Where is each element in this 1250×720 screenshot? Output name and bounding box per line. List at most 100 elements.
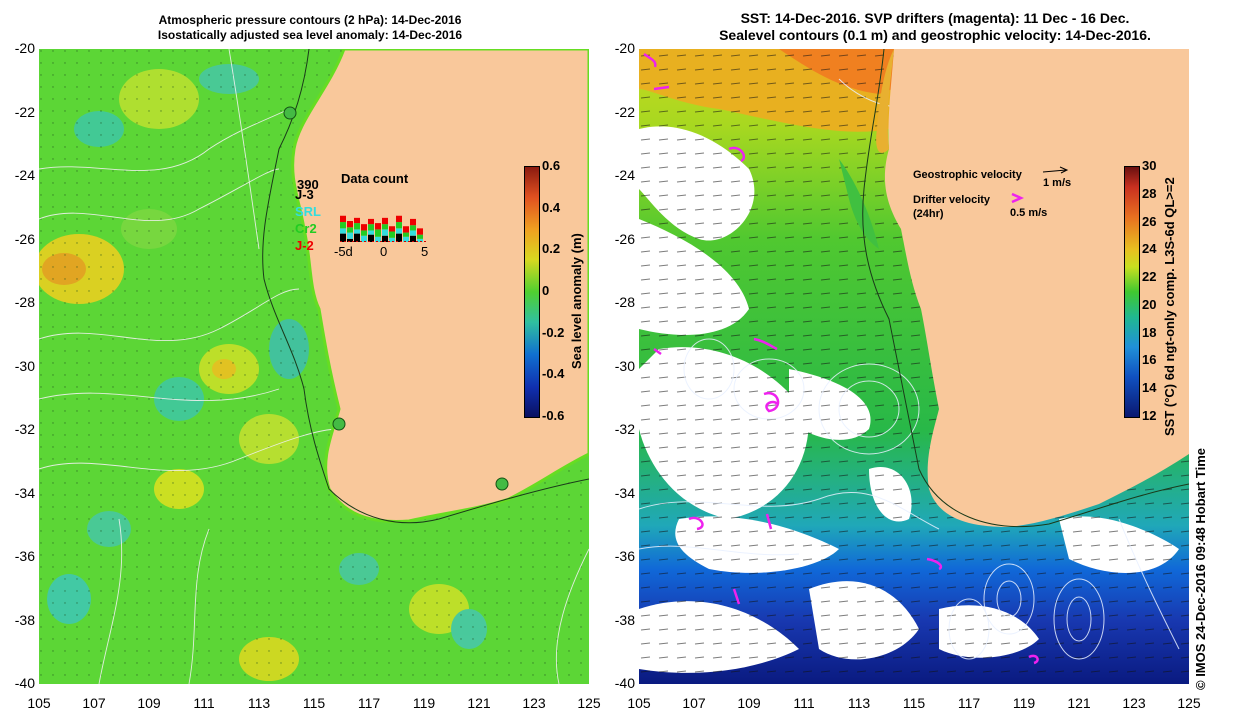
left-colorbar [524,166,540,418]
right-y-tick: -40 [614,675,635,691]
right-y-tick: -20 [614,40,635,56]
right-colorbar [1124,166,1140,418]
right-colorbar-tick: 24 [1142,241,1157,257]
data-count-bar-segment [382,235,388,242]
right-colorbar-tick: 22 [1142,269,1157,285]
right-colorbar-tick: 16 [1142,352,1157,368]
data-count-xtick: 0 [380,244,388,259]
left-x-tick: 119 [412,695,436,711]
sea-level-anomaly-map-graphic [39,49,589,684]
left-colorbar-tick: -0.6 [542,408,565,423]
data-count-bar-segment [347,227,353,233]
data-count-bar-segment [375,236,381,242]
right-x-tick: 109 [737,695,761,711]
right-colorbar-label: SST (°C) 6d ngt-only comp. L3S-6d QL>=2 [1162,177,1177,436]
right-x-tick: 117 [957,695,981,711]
right-y-tick: -26 [614,230,635,247]
left-x-tick: 115 [302,695,326,711]
right-colorbar-tick: 30 [1142,158,1157,173]
data-count-bar-segment [410,230,416,236]
data-count-legend-j-3: J-3 [295,187,314,202]
data-count-legend-j-2: J-2 [295,238,314,253]
data-count-bar-segment [375,223,381,230]
left-x-tick: 107 [82,695,106,711]
data-count-bar-segment [396,233,402,242]
drifter-velocity-period: (24hr) [913,208,944,220]
right-colorbar-tick: 26 [1142,213,1157,229]
left-x-tick: 113 [247,695,271,711]
data-count-bar-segment [354,233,360,242]
data-count-bar-segment [403,232,409,237]
right-x-tick: 115 [902,695,926,711]
right-x-tick: 111 [793,695,815,711]
data-count-bar-segment [389,226,395,232]
data-count-bar-segment [382,229,388,236]
data-count-bar-segment [361,224,367,231]
data-count-legend-srl: SRL [295,204,321,219]
geostrophic-arrow-icon [1042,166,1069,174]
left-y-tick: -30 [14,357,35,374]
right-y-tick: -22 [614,103,635,120]
data-count-bar-segment [417,228,423,235]
data-count-legend-cr2: Cr2 [295,221,317,236]
data-count-bar-segment [340,228,346,234]
right-y-tick: -28 [614,294,635,310]
sst-map [639,49,1189,684]
right-title-line1: SST: 14-Dec-2016. SVP drifters (magenta)… [740,10,1130,26]
drifter-arrow-icon [1011,192,1024,204]
data-count-bar-segment [368,218,374,225]
left-x-tick: 125 [577,695,601,711]
data-count-bar-segment [396,222,402,229]
left-y-tick: -24 [14,167,35,183]
data-count-bar-segment [382,224,388,230]
data-count-bar-segment [410,218,416,226]
data-count-bar-segment [403,226,409,233]
right-x-tick: 105 [627,695,651,711]
data-count-bar-segment [361,230,367,236]
left-colorbar-tick: 0.4 [542,199,561,215]
left-y-tick: -36 [14,548,35,564]
right-colorbar-tick: 28 [1142,185,1157,201]
left-x-tick: 105 [27,695,51,711]
right-x-tick: 113 [847,695,871,711]
data-count-xtick: 5 [421,244,429,259]
data-count-bar-segment [417,238,423,242]
left-x-tick: 111 [193,695,215,711]
left-title-line2: Isostatically adjusted sea level anomaly… [157,28,463,42]
data-count-max: 390 [297,177,319,192]
data-count-bar-segment [382,217,388,225]
left-y-tick: -20 [14,40,35,56]
drifter-velocity-scale: 0.5 m/s [1010,207,1048,219]
left-y-tick: -34 [14,484,35,501]
data-count-xtick: -5d [334,244,353,259]
geostrophic-velocity-label: Geostrophic velocity [913,169,1022,181]
sea-level-anomaly-map [39,49,589,684]
data-count-bar-segment [417,234,423,239]
left-y-tick: -32 [14,421,35,437]
right-y-tick: -24 [614,167,635,183]
right-y-tick: -30 [614,357,635,374]
data-count-bar-segment [347,238,353,242]
left-y-tick: -40 [14,675,35,691]
data-count-bar-segment [375,229,381,237]
data-count-bar-segment [410,235,416,242]
left-title-line1: Atmospheric pressure contours (2 hPa): 1… [158,13,462,27]
right-y-tick: -32 [614,421,635,437]
imos-credit: © IMOS 24-Dec-2016 09:48 Hobart Time [1193,448,1208,690]
data-count-bar-segment [347,221,353,228]
left-x-tick: 121 [467,695,491,711]
right-x-tick: 125 [1177,695,1201,711]
data-count-bar-segment [396,228,402,234]
data-count-title: Data count [341,171,409,186]
right-colorbar-tick: 12 [1142,408,1157,423]
data-count-bar-segment [340,215,346,223]
right-x-tick: 107 [682,695,706,711]
geostrophic-velocity-scale: 1 m/s [1043,177,1072,189]
data-count-bar-segment [354,229,360,234]
left-x-tick: 109 [137,695,161,711]
right-colorbar-tick: 20 [1142,296,1157,312]
left-colorbar-tick: 0.2 [542,241,561,257]
data-count-bar-segment [347,232,353,239]
right-x-tick: 119 [1012,695,1036,711]
data-count-bar-segment [389,237,395,242]
